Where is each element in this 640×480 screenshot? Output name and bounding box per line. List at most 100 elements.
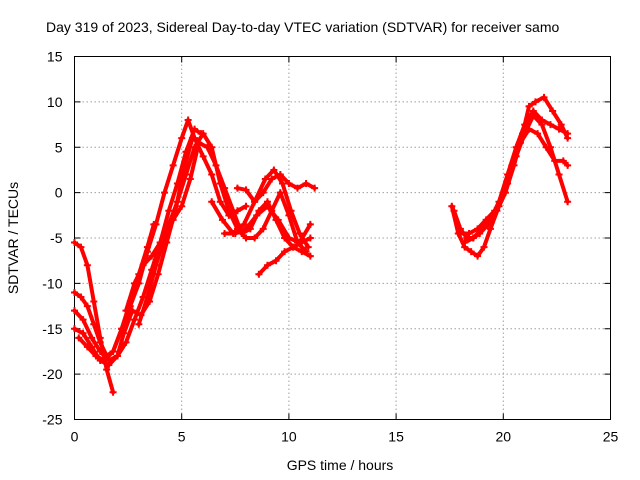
data-point [131, 279, 139, 287]
data-point [521, 121, 529, 129]
x-tick-label: 0 [71, 429, 79, 445]
data-point [551, 157, 559, 165]
data-point [474, 252, 482, 260]
data-point [534, 130, 542, 138]
data-point [208, 198, 216, 206]
data-point [542, 143, 550, 151]
data-point [261, 175, 269, 183]
chart-title: Day 319 of 2023, Sidereal Day-to-day VTE… [46, 19, 559, 35]
data-point [456, 229, 464, 237]
data-point [122, 307, 130, 315]
data-point [195, 139, 203, 147]
data-point [154, 270, 162, 278]
y-tick-label: 10 [47, 94, 63, 110]
data-point [88, 334, 96, 342]
data-point [529, 107, 537, 115]
data-point [285, 180, 293, 188]
axis-ticks: 0 5 10 15 20 25 -25 -20 -15 -10 -5 0 5 10 15 [42, 49, 618, 445]
data-point [96, 338, 104, 346]
data-point [218, 216, 226, 224]
data-point [281, 248, 289, 256]
data-point [461, 239, 469, 247]
data-point [311, 184, 319, 192]
data-point [143, 293, 151, 301]
data-point [71, 288, 78, 296]
data-point [263, 261, 271, 269]
data-point [251, 198, 259, 206]
data-point [296, 229, 304, 237]
data-point [512, 143, 520, 151]
series-arc-14 [456, 125, 572, 237]
data-point [233, 184, 241, 192]
data-point [113, 352, 121, 360]
data-point [191, 134, 199, 142]
data-point [242, 202, 250, 210]
data-point [540, 93, 548, 101]
data-point [109, 388, 117, 396]
data-point [278, 180, 286, 188]
y-tick-label: -20 [42, 366, 62, 382]
data-point [478, 225, 486, 233]
x-tick-label: 15 [388, 429, 404, 445]
y-tick-label: -10 [42, 275, 62, 291]
y-tick-label: -25 [42, 412, 62, 428]
data-point [259, 189, 267, 197]
data-point [450, 207, 458, 215]
data-point [525, 102, 533, 110]
data-point [467, 248, 475, 256]
data-point [448, 202, 456, 210]
series-arc-3 [71, 125, 205, 365]
data-point [79, 329, 87, 337]
data-point [103, 366, 111, 374]
data-point [169, 161, 177, 169]
data-point [221, 229, 229, 237]
data-point [298, 248, 306, 256]
data-series [71, 93, 572, 396]
y-tick-label: 0 [55, 185, 63, 201]
data-point [564, 198, 572, 206]
y-tick-label: 5 [55, 139, 63, 155]
data-point [293, 184, 301, 192]
data-point [296, 239, 304, 247]
data-point [525, 125, 533, 133]
data-point [139, 261, 147, 269]
data-point [564, 130, 572, 138]
data-point [302, 180, 310, 188]
data-point [255, 270, 263, 278]
y-tick-label: 15 [47, 49, 63, 65]
data-point [83, 343, 91, 351]
series-line [235, 172, 317, 204]
data-point [184, 116, 192, 124]
series-line [458, 127, 570, 236]
data-point [83, 261, 91, 269]
data-point [79, 316, 87, 324]
data-point [276, 189, 284, 197]
data-point [199, 130, 207, 138]
data-point [109, 347, 117, 355]
data-point [71, 307, 78, 315]
data-point [289, 243, 297, 251]
data-point [287, 207, 295, 215]
data-point [306, 252, 314, 260]
data-point [486, 225, 494, 233]
data-point [469, 234, 477, 242]
data-point [495, 198, 503, 206]
data-point [231, 229, 239, 237]
data-point [465, 229, 473, 237]
data-point [486, 216, 494, 224]
data-point [304, 243, 312, 251]
data-point [253, 211, 261, 219]
data-point [161, 234, 169, 242]
data-point [251, 234, 259, 242]
data-point [182, 170, 190, 178]
series-arc-9 [233, 170, 319, 206]
x-axis-title: GPS time / hours [287, 457, 394, 473]
data-point [216, 198, 224, 206]
data-point [71, 239, 78, 247]
data-point [276, 170, 284, 178]
y-axis-title: SDTVAR / TECUs [5, 182, 21, 294]
data-point [90, 320, 98, 328]
data-point [143, 248, 151, 256]
series-arc-8 [208, 166, 312, 251]
